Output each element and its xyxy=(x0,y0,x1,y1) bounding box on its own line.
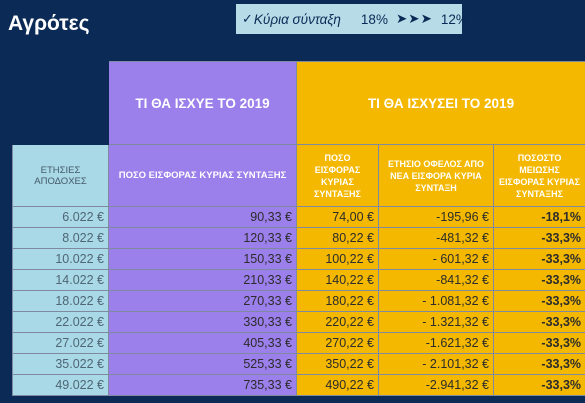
cell-annual-benefit: -195,96 € xyxy=(378,206,494,228)
table-row: 18.022 €270,33 €180,22 € - 1.081,32 € -33,… xyxy=(12,290,585,312)
col-header-reduction-percent: ΠΟΣΟΣΤΟ ΜΕΙΩΣΗΣ ΕΙΣΦΟΡΑΣ ΚΥΡΙΑΣ ΣΥΝΤΑΞΗΣ xyxy=(492,144,585,207)
cell-annual-income: 27.022 € xyxy=(12,332,109,354)
cell-reduction-percent: -33,3% xyxy=(492,269,585,291)
cell-old-contribution: 210,33 € xyxy=(108,269,297,291)
cell-new-contribution: 220,22 € xyxy=(296,311,379,333)
cell-new-contribution: 270,22 € xyxy=(296,332,379,354)
cell-annual-income: 8.022 € xyxy=(12,227,109,249)
col-header-new-contribution: ΠΟΣΟ ΕΙΣΦΟΡΑΣ ΚΥΡΙΑΣ ΣΥΝΤΑΞΗΣ xyxy=(296,144,379,207)
cell-annual-benefit: -481,32 € xyxy=(378,227,494,249)
table-row: 14.022 €210,33 €140,22 € -841,32 € -33,3% xyxy=(12,269,585,291)
cell-annual-benefit: -1.621,32 € xyxy=(378,332,494,354)
cell-annual-benefit: -2.941,32 € xyxy=(378,374,494,396)
cell-new-contribution: 80,22 € xyxy=(296,227,379,249)
table-row: 49.022 €735,33 €490,22 € -2.941,32 € -33,3… xyxy=(12,374,585,396)
cell-reduction-percent: -33,3% xyxy=(492,248,585,270)
cell-annual-benefit: - 601,32 € xyxy=(378,248,494,270)
column-header-row: ΕΤΗΣΙΕΣ ΑΠΟΔΟΧΕΣ ΠΟΣΟ ΕΙΣΦΟΡΑΣ ΚΥΡΙΑΣ ΣΥ… xyxy=(12,144,585,207)
table-row: 35.022 €525,33 €350,22 € - 2.101,32 € -33,… xyxy=(12,353,585,375)
pension-rate-note: ✓ Κύρια σύνταξη 18% ➤➤➤ 12% xyxy=(236,4,468,34)
cell-new-contribution: 74,00 € xyxy=(296,206,379,228)
group-header-row: ΤΙ ΘΑ ΙΣΧΥΕ ΤΟ 2019 ΤΙ ΘΑ ΙΣΧΥΣΕΙ ΤΟ 201… xyxy=(12,61,585,145)
cell-reduction-percent: -18,1% xyxy=(492,206,585,228)
cell-old-contribution: 525,33 € xyxy=(108,353,297,375)
table-row: 22.022 €330,33 €220,22 € - 1.321,32 € -33,… xyxy=(12,311,585,333)
cell-old-contribution: 735,33 € xyxy=(108,374,297,396)
cell-old-contribution: 405,33 € xyxy=(108,332,297,354)
cell-annual-income: 49.022 € xyxy=(12,374,109,396)
col-header-annual-benefit: ΕΤΗΣΙΟ ΟΦΕΛΟΣ ΑΠΟ ΝΕΑ ΕΙΣΦΟΡΑ ΚΥΡΙΑ ΣΥΝΤ… xyxy=(378,144,494,207)
table-row: 6.022 €90,33 €74,00 € -195,96 € -18,1% xyxy=(12,206,585,228)
table-row: 8.022 €120,33 €80,22 € -481,32 € -33,3% xyxy=(12,227,585,249)
cell-new-contribution: 180,22 € xyxy=(296,290,379,312)
arrow-icons: ➤➤➤ xyxy=(395,11,433,26)
cell-new-contribution: 490,22 € xyxy=(296,374,379,396)
old-rate: 18% xyxy=(360,11,388,27)
cell-annual-benefit: -841,32 € xyxy=(378,269,494,291)
cell-annual-income: 6.022 € xyxy=(12,206,109,228)
header-blank-cell xyxy=(12,61,109,145)
table-row: 10.022 €150,33 €100,22 € - 601,32 € -33,3% xyxy=(12,248,585,270)
cell-annual-benefit: - 1.321,32 € xyxy=(378,311,494,333)
cell-annual-income: 10.022 € xyxy=(12,248,109,270)
cell-annual-income: 18.022 € xyxy=(12,290,109,312)
cell-reduction-percent: -33,3% xyxy=(492,227,585,249)
cell-new-contribution: 100,22 € xyxy=(296,248,379,270)
cell-annual-income: 35.022 € xyxy=(12,353,109,375)
cell-annual-benefit: - 2.101,32 € xyxy=(378,353,494,375)
cell-new-contribution: 350,22 € xyxy=(296,353,379,375)
cell-annual-benefit: - 1.081,32 € xyxy=(378,290,494,312)
header-old-2019: ΤΙ ΘΑ ΙΣΧΥΕ ΤΟ 2019 xyxy=(108,61,297,145)
contribution-table: ΤΙ ΘΑ ΙΣΧΥΕ ΤΟ 2019 ΤΙ ΘΑ ΙΣΧΥΣΕΙ ΤΟ 201… xyxy=(12,61,585,396)
header-new-2019: ΤΙ ΘΑ ΙΣΧΥΣΕΙ ΤΟ 2019 xyxy=(295,61,585,145)
cell-old-contribution: 330,33 € xyxy=(108,311,297,333)
col-header-old-contribution: ΠΟΣΟ ΕΙΣΦΟΡΑΣ ΚΥΡΙΑΣ ΣΥΝΤΑΞΗΣ xyxy=(108,144,297,207)
cell-new-contribution: 140,22 € xyxy=(296,269,379,291)
cell-reduction-percent: -33,3% xyxy=(492,290,585,312)
table-row: 27.022 €405,33 €270,22 € -1.621,32 € -33,3… xyxy=(12,332,585,354)
cell-old-contribution: 270,33 € xyxy=(108,290,297,312)
note-label: Κύρια σύνταξη xyxy=(253,11,341,27)
cell-reduction-percent: -33,3% xyxy=(492,311,585,333)
cell-annual-income: 22.022 € xyxy=(12,311,109,333)
cell-annual-income: 14.022 € xyxy=(12,269,109,291)
check-icon: ✓ xyxy=(242,11,253,26)
cell-reduction-percent: -33,3% xyxy=(492,353,585,375)
cell-old-contribution: 90,33 € xyxy=(108,206,297,228)
new-rate: 12% xyxy=(440,11,468,27)
cell-reduction-percent: -33,3% xyxy=(492,332,585,354)
cell-reduction-percent: -33,3% xyxy=(492,374,585,396)
cell-old-contribution: 150,33 € xyxy=(108,248,297,270)
page-title: Αγρότες xyxy=(8,12,90,35)
cell-old-contribution: 120,33 € xyxy=(108,227,297,249)
col-header-annual-income: ΕΤΗΣΙΕΣ ΑΠΟΔΟΧΕΣ xyxy=(12,144,109,207)
